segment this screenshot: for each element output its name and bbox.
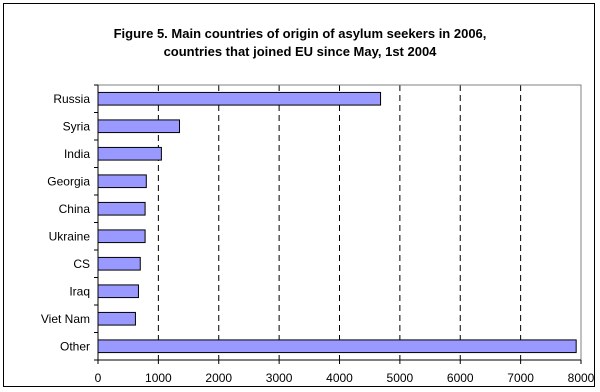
chart-title: Figure 5. Main countries of origin of as… (0, 25, 600, 61)
category-label: Russia (53, 92, 90, 106)
x-tick-labels: 0 1000 2000 3000 4000 5000 6000 7000 8000 (95, 371, 595, 385)
bar-ukraine (97, 229, 146, 244)
x-tick-label: 5000 (387, 371, 414, 385)
category-label: India (64, 147, 90, 161)
bar-russia (97, 91, 382, 106)
bar-cs (97, 256, 141, 271)
category-label: Other (60, 339, 90, 353)
x-tick-label: 6000 (447, 371, 474, 385)
x-tick-label: 3000 (266, 371, 293, 385)
bar-other (97, 339, 577, 354)
bar-syria (97, 119, 181, 134)
chart-title-line-2: countries that joined EU since May, 1st … (163, 44, 437, 59)
category-label: Iraq (69, 284, 90, 298)
bar-georgia (97, 174, 147, 189)
category-label: Ukraine (49, 229, 91, 243)
category-label: Georgia (47, 174, 90, 188)
category-label: Syria (63, 119, 91, 133)
bar-iraq (97, 284, 139, 299)
x-tick-label: 1000 (145, 371, 172, 385)
category-label: Viet Nam (41, 312, 90, 326)
bar-china (97, 201, 146, 216)
gridlines (157, 85, 582, 360)
bars (97, 91, 577, 354)
x-tick-label: 8000 (568, 371, 595, 385)
x-tick-label: 0 (95, 371, 102, 385)
category-label: China (59, 202, 91, 216)
x-tick-label: 7000 (507, 371, 534, 385)
category-label: CS (73, 257, 90, 271)
x-tick-label: 2000 (205, 371, 232, 385)
bar-india (97, 146, 162, 161)
category-labels: Russia Syria India Georgia China Ukraine CS Ira… (41, 92, 90, 354)
axes (94, 84, 582, 364)
bar-viet-nam (97, 311, 136, 326)
x-tick-label: 4000 (326, 371, 353, 385)
chart-title-line-1: Figure 5. Main countries of origin of as… (113, 26, 487, 41)
